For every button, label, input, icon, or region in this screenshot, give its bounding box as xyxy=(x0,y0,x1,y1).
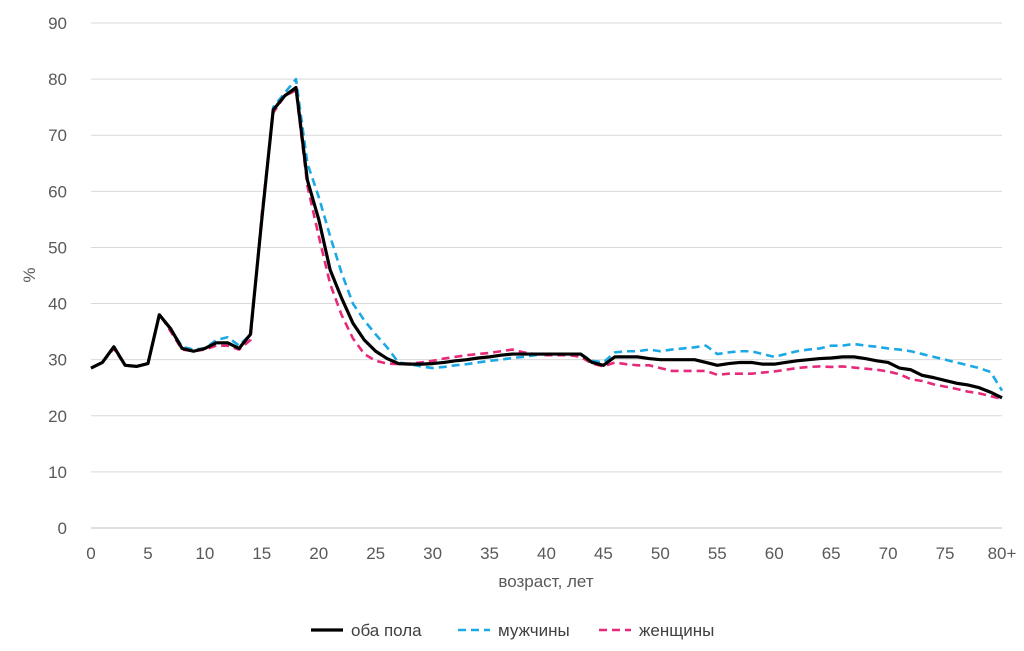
y-tick-label: 40 xyxy=(48,295,67,314)
x-axis-title: возраст, лет xyxy=(498,572,593,591)
series-group xyxy=(90,77,1004,401)
series-line-0 xyxy=(90,85,1003,400)
y-tick-label: 30 xyxy=(48,351,67,370)
y-tick-label: 20 xyxy=(48,407,67,426)
y-tick-label: 90 xyxy=(48,14,67,33)
y-axis-ticks: 0 10 20 30 40 50 60 70 80 90 xyxy=(48,14,67,538)
x-tick-label: 15 xyxy=(252,544,271,563)
y-tick-label: 60 xyxy=(48,182,67,201)
x-tick-label: 35 xyxy=(480,544,499,563)
legend-label: оба пола xyxy=(351,621,422,640)
x-axis-ticks: 0 5 10 15 20 25 30 35 40 45 50 55 60 65 70 75 80+ xyxy=(86,544,1016,563)
x-tick-label: 10 xyxy=(195,544,214,563)
x-tick-label: 25 xyxy=(366,544,385,563)
x-tick-label: 20 xyxy=(309,544,328,563)
y-axis-title: % xyxy=(20,267,39,282)
gridlines xyxy=(91,22,1002,473)
x-tick-label: 75 xyxy=(936,544,955,563)
y-tick-label: 70 xyxy=(48,126,67,145)
x-tick-label: 30 xyxy=(423,544,442,563)
y-tick-label: 0 xyxy=(58,519,67,538)
x-tick-label: 55 xyxy=(708,544,727,563)
legend-label: мужчины xyxy=(498,621,570,640)
x-tick-label: 0 xyxy=(86,544,95,563)
y-tick-label: 50 xyxy=(48,238,67,257)
x-tick-label: 40 xyxy=(537,544,556,563)
y-tick-label: 80 xyxy=(48,70,67,89)
x-tick-label: 45 xyxy=(594,544,613,563)
x-tick-label: 5 xyxy=(143,544,152,563)
x-tick-label: 65 xyxy=(822,544,841,563)
x-tick-label: 80+ xyxy=(988,544,1017,563)
x-tick-label: 50 xyxy=(651,544,670,563)
x-tick-label: 70 xyxy=(879,544,898,563)
y-tick-label: 10 xyxy=(48,463,67,482)
x-tick-label: 60 xyxy=(765,544,784,563)
legend: оба пола мужчины женщины xyxy=(311,621,714,640)
legend-label: женщины xyxy=(639,621,714,640)
